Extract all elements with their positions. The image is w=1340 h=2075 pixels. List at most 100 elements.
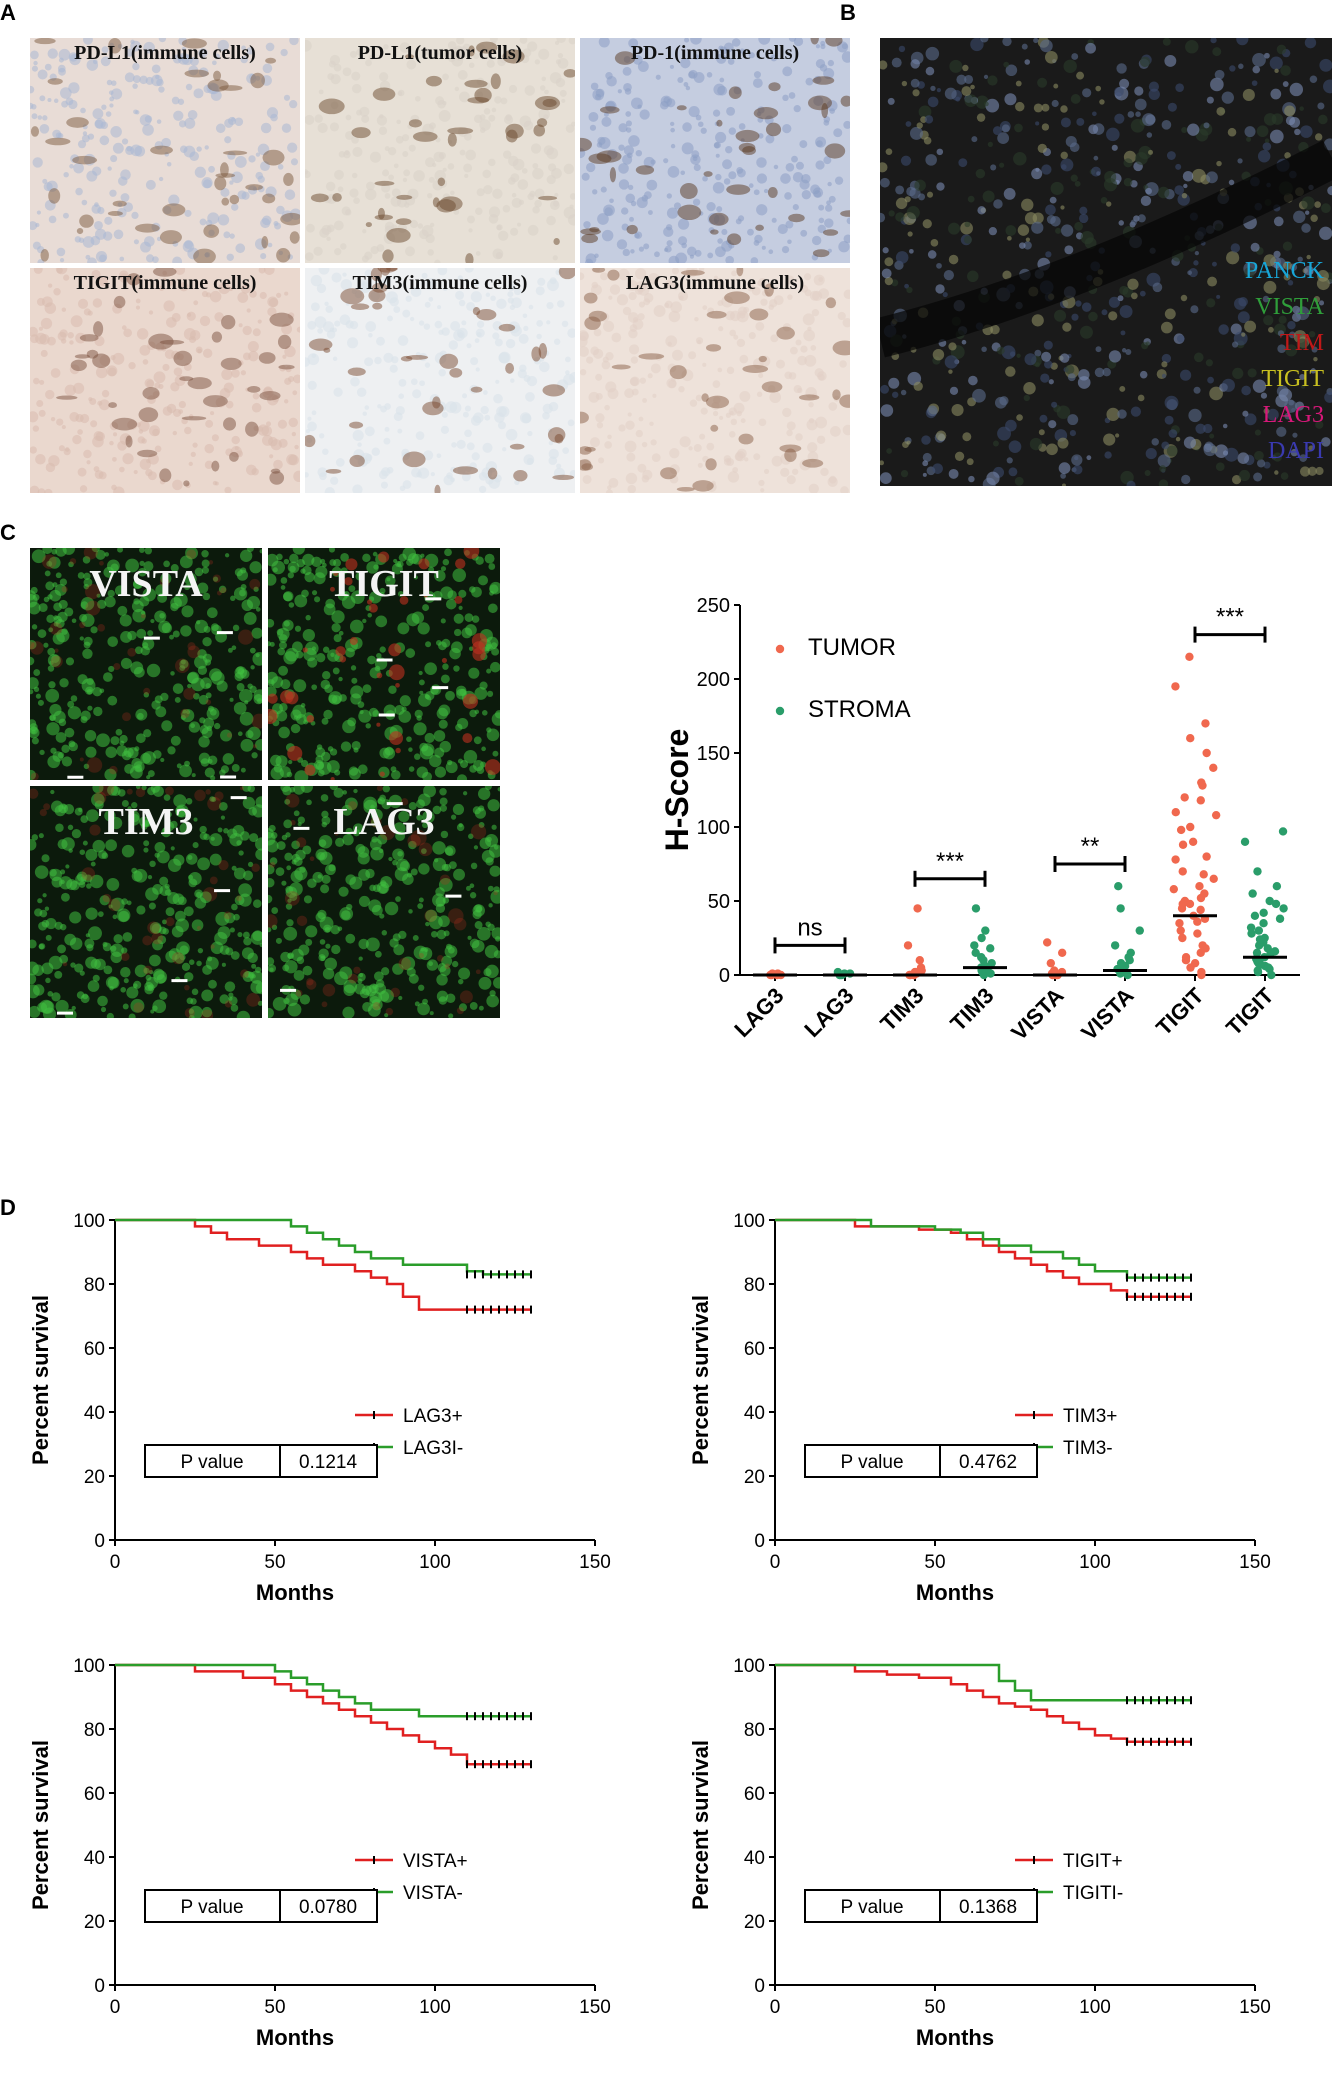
data-point — [1275, 914, 1285, 923]
survival-curve — [775, 1218, 1191, 1279]
x-tick-label: 100 — [1079, 1997, 1111, 2018]
p-value: 0.0780 — [299, 1897, 357, 1918]
significance-label: ns — [797, 914, 822, 941]
ihc-texture — [30, 268, 300, 493]
if-texture — [268, 548, 500, 780]
x-tick-label: 150 — [1239, 1552, 1271, 1573]
data-point — [970, 941, 979, 950]
panel-letter-a: A — [0, 0, 16, 25]
y-tick-label: 0 — [94, 1531, 105, 1552]
data-point — [1193, 917, 1202, 926]
y-tick-label: 40 — [744, 1848, 765, 1869]
data-point — [1176, 926, 1185, 935]
x-tick-label: TIM3 — [945, 983, 998, 1036]
ihc-tile-label: PD-L1(tumor cells) — [357, 42, 523, 64]
data-point — [1278, 827, 1288, 836]
significance-label: *** — [1216, 604, 1244, 631]
data-point — [971, 904, 981, 913]
y-axis-label: Percent survival — [688, 1740, 713, 1910]
data-point — [1178, 899, 1187, 909]
legend-entry: PANCK — [1244, 258, 1324, 284]
data-point — [971, 948, 980, 957]
data-point — [1186, 822, 1195, 832]
data-point — [1202, 852, 1211, 861]
data-point — [1185, 652, 1194, 661]
data-point — [1202, 748, 1211, 758]
data-point — [1248, 889, 1257, 898]
survival-curve — [775, 1663, 1191, 1702]
ihc-tile: TIGIT(immune cells) — [30, 268, 300, 493]
survival-curve — [115, 1218, 531, 1276]
p-value: 0.1368 — [959, 1897, 1017, 1918]
ihc-texture — [580, 268, 850, 493]
data-point — [1046, 958, 1056, 968]
data-point — [981, 926, 990, 935]
data-point — [903, 941, 913, 950]
data-point — [1193, 929, 1202, 938]
data-point — [1110, 941, 1120, 950]
data-point — [1240, 837, 1250, 846]
data-point — [986, 944, 995, 953]
if-tile-label: TIM3 — [98, 801, 194, 843]
if-tile-label: VISTA — [89, 563, 203, 605]
if-tile-label: LAG3 — [333, 801, 435, 843]
survival-curve — [775, 1218, 1191, 1299]
y-tick-label: 150 — [697, 743, 730, 765]
data-point — [986, 969, 995, 978]
y-tick-label: 250 — [697, 595, 730, 617]
data-point — [1175, 919, 1184, 928]
x-tick-label: 0 — [770, 1997, 781, 2018]
data-point — [1265, 896, 1274, 906]
y-axis-label: Percent survival — [28, 1740, 53, 1910]
km-chart-tigit: 0 20 40 60 80 100 0 50 100 150 Months Percent survi… — [688, 1656, 1271, 2050]
data-point — [1188, 837, 1198, 846]
ihc-texture — [580, 38, 850, 263]
x-tick-label: LAG3 — [799, 983, 858, 1042]
y-tick-label: 80 — [84, 1275, 105, 1296]
data-point — [1116, 958, 1126, 968]
y-tick-label: 80 — [84, 1720, 105, 1741]
data-point — [979, 956, 988, 965]
survival-curve — [115, 1218, 531, 1311]
data-point — [1116, 904, 1125, 913]
data-point — [1201, 719, 1210, 728]
data-point — [1178, 867, 1187, 876]
y-tick-label: 20 — [84, 1912, 105, 1933]
legend-label: TIGITI- — [1063, 1883, 1123, 1904]
legend-label: TIM3- — [1063, 1438, 1113, 1459]
panel-letter-d: D — [0, 1195, 16, 1220]
y-tick-label: 100 — [73, 1211, 105, 1232]
x-axis-label: Months — [256, 1580, 334, 1605]
if-texture — [30, 548, 262, 780]
data-point — [1246, 923, 1256, 932]
x-tick-label: 0 — [770, 1552, 781, 1573]
y-axis-label: H-Score — [660, 729, 695, 852]
legend-entry: DAPI — [1267, 438, 1324, 464]
x-tick-label: 50 — [924, 1997, 945, 2018]
if-tile: VISTA — [30, 548, 262, 780]
panel-letter-c: C — [0, 520, 16, 545]
data-point — [1250, 911, 1260, 920]
y-tick-label: 0 — [754, 1976, 765, 1997]
legend-label: TIGIT+ — [1063, 1851, 1123, 1872]
legend-entry: TIGIT — [1261, 366, 1324, 392]
ihc-tile-label: TIGIT(immune cells) — [73, 272, 257, 294]
y-axis-label: Percent survival — [28, 1295, 53, 1465]
data-point — [1185, 899, 1195, 909]
data-point — [1271, 899, 1281, 909]
x-tick-label: 150 — [579, 1552, 611, 1573]
data-point — [1171, 682, 1180, 691]
ihc-texture — [305, 38, 575, 263]
data-point — [1211, 810, 1221, 820]
data-point — [1178, 933, 1187, 943]
p-value-box — [144, 1444, 378, 1478]
x-tick-label: VISTA — [1076, 983, 1138, 1045]
x-tick-label: 150 — [579, 1997, 611, 2018]
p-value: 0.1214 — [299, 1452, 358, 1473]
y-tick-label: 200 — [697, 669, 730, 691]
y-tick-label: 0 — [754, 1531, 765, 1552]
p-value-label: P value — [180, 1452, 243, 1473]
if-texture — [268, 786, 500, 1018]
x-axis-label: Months — [916, 1580, 994, 1605]
